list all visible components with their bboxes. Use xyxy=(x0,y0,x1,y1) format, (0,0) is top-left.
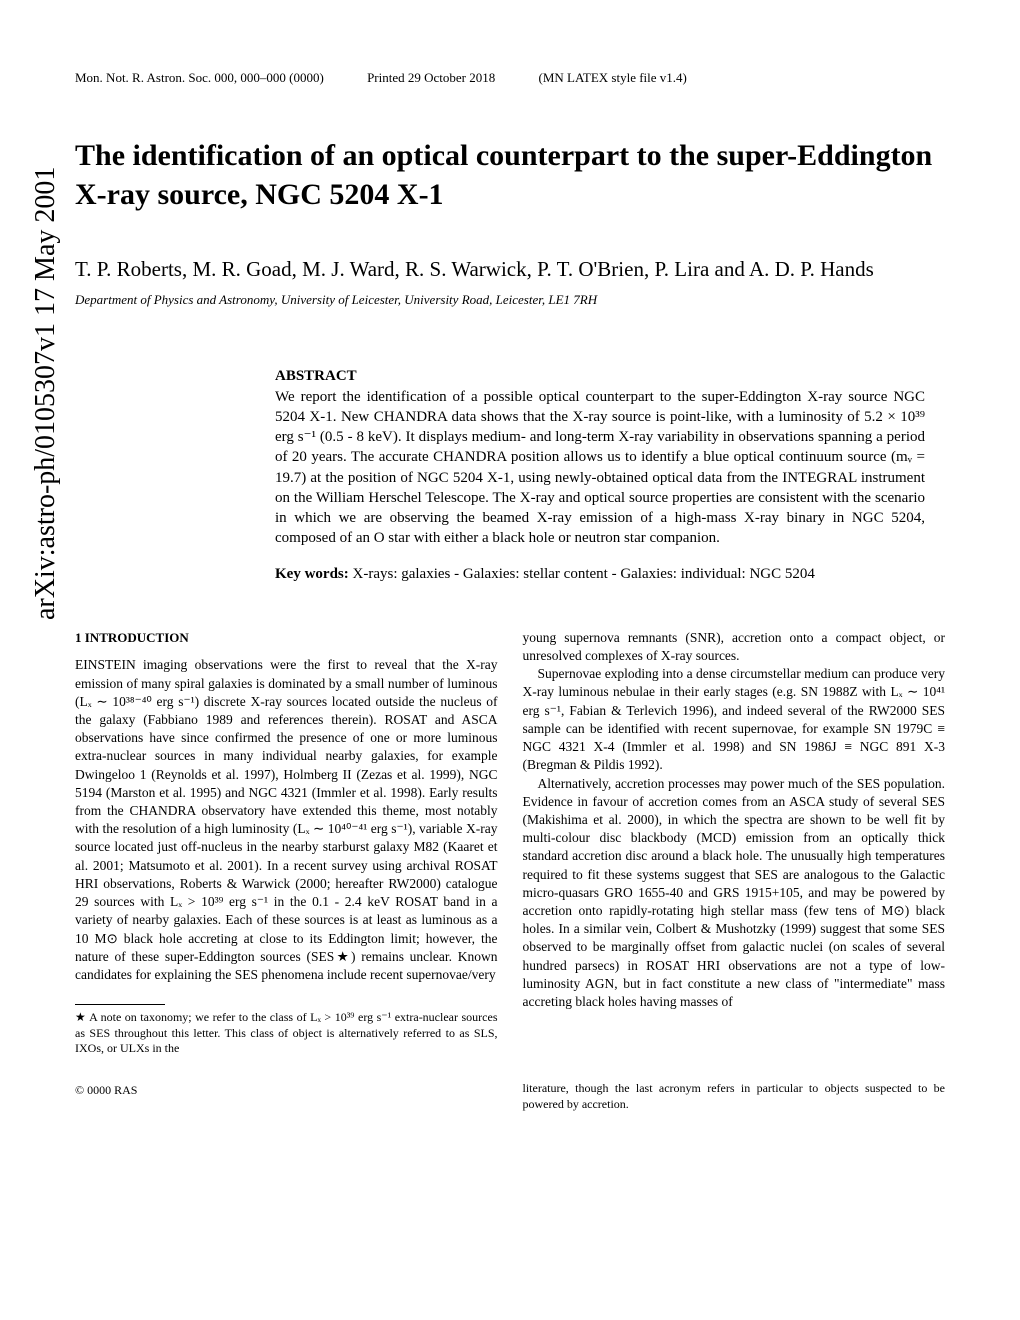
section-heading-intro: 1 INTRODUCTION xyxy=(75,629,498,647)
authors: T. P. Roberts, M. R. Goad, M. J. Ward, R… xyxy=(75,254,945,286)
body-columns: 1 INTRODUCTION EINSTEIN imaging observat… xyxy=(75,629,945,1113)
journal-header: Mon. Not. R. Astron. Soc. 000, 000–000 (… xyxy=(75,70,945,86)
abstract-text: We report the identification of a possib… xyxy=(275,387,925,549)
right-column: young supernova remnants (SNR), accretio… xyxy=(523,629,946,1113)
paper-title: The identification of an optical counter… xyxy=(75,136,945,214)
footnote-left: ★ A note on taxonomy; we refer to the cl… xyxy=(75,1010,498,1057)
keywords: Key words: X-rays: galaxies - Galaxies: … xyxy=(275,564,925,584)
footnote-right: literature, though the last acronym refe… xyxy=(523,1081,946,1112)
style-note: (MN LATEX style file v1.4) xyxy=(538,70,686,85)
journal-name: Mon. Not. R. Astron. Soc. 000, 000–000 (… xyxy=(75,70,324,85)
arxiv-identifier: arXiv:astro-ph/0105307v1 17 May 2001 xyxy=(30,167,62,620)
affiliation: Department of Physics and Astronomy, Uni… xyxy=(75,292,945,308)
print-date: Printed 29 October 2018 xyxy=(367,70,495,85)
intro-paragraph-2: young supernova remnants (SNR), accretio… xyxy=(523,629,946,665)
intro-paragraph-4: Alternatively, accretion processes may p… xyxy=(523,775,946,1012)
footnote-rule xyxy=(75,1004,165,1005)
intro-paragraph-3: Supernovae exploding into a dense circum… xyxy=(523,665,946,774)
keywords-label: Key words: xyxy=(275,566,349,582)
keywords-text: X-rays: galaxies - Galaxies: stellar con… xyxy=(353,566,815,582)
left-column: 1 INTRODUCTION EINSTEIN imaging observat… xyxy=(75,629,498,1113)
copyright: © 0000 RAS xyxy=(75,1082,498,1098)
intro-paragraph-1: EINSTEIN imaging observations were the f… xyxy=(75,656,498,984)
abstract-heading: ABSTRACT xyxy=(275,368,925,385)
